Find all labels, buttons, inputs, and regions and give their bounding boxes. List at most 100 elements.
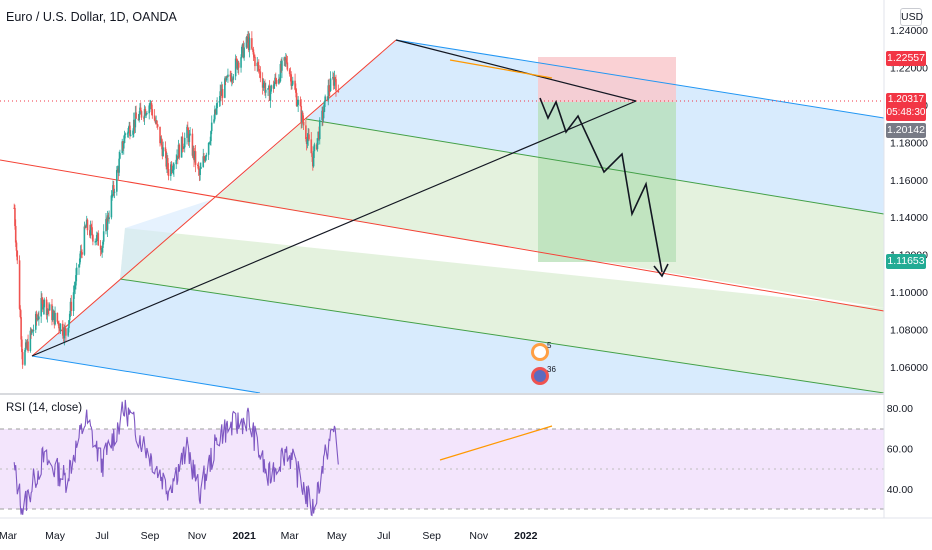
event-marker-bottom-label: 36 — [547, 365, 556, 374]
symbol-title[interactable]: Euro / U.S. Dollar, 1D, OANDA — [6, 10, 177, 24]
candle-body — [122, 143, 125, 149]
candle-body — [48, 304, 51, 311]
previous-close-tag: 1.20142 — [886, 123, 926, 138]
candle-body — [334, 77, 337, 80]
candle-body — [54, 312, 56, 325]
candle-body — [194, 151, 197, 165]
candle-body — [59, 323, 62, 331]
time-axis-tick: 2021 — [232, 530, 256, 542]
candle-body — [47, 308, 49, 310]
candle-body — [291, 80, 294, 85]
candle-body — [65, 328, 67, 336]
candle-body — [42, 307, 45, 310]
candle-body — [241, 46, 243, 58]
candle-body — [203, 156, 205, 159]
rsi-axis-tick: 80.00 — [887, 403, 913, 415]
candle-body — [175, 159, 178, 165]
time-axis-tick: May — [327, 530, 348, 542]
pitchfork-lower-line — [31, 355, 261, 393]
candle-body — [288, 69, 291, 75]
candle-body — [310, 139, 313, 154]
event-markers[interactable]: 5 36 — [531, 341, 556, 385]
candle-body — [204, 156, 207, 162]
time-axis-tick: Jul — [377, 530, 390, 542]
candle-body — [235, 58, 238, 60]
candle-body — [108, 217, 110, 220]
stop-loss-zone[interactable] — [538, 57, 676, 102]
candle-body — [173, 164, 175, 170]
candle-body — [46, 308, 49, 316]
candle-body — [35, 313, 38, 320]
candle-body — [328, 85, 330, 91]
take-profit-zone[interactable] — [538, 102, 676, 262]
candle-body — [213, 119, 215, 123]
candle-body — [229, 74, 232, 77]
candle-body — [216, 102, 218, 109]
candle-body — [237, 62, 240, 68]
target-price-tag: 1.11653 — [886, 254, 926, 269]
candle-body — [301, 112, 304, 122]
candle-body — [153, 115, 156, 121]
candle-body — [264, 89, 267, 93]
candle-body — [73, 288, 76, 293]
candle-body — [85, 226, 87, 228]
candle-body — [210, 122, 213, 132]
candle-body — [323, 101, 326, 112]
rsi-pane[interactable] — [0, 399, 884, 517]
candle-body — [145, 113, 147, 116]
candle-body — [225, 76, 228, 81]
current-price-value: 1.20317 — [887, 94, 925, 105]
pitchfork-lower-inner-zone — [120, 228, 884, 393]
pitchfork-drawing[interactable] — [0, 39, 884, 393]
candle-body — [186, 126, 188, 138]
candle-body — [91, 227, 93, 236]
candle-body — [264, 83, 266, 93]
candle-body — [64, 327, 66, 329]
candle-body — [92, 235, 94, 242]
candle-body — [312, 151, 315, 167]
candle-body — [99, 245, 102, 250]
price-axis-tick: 1.16000 — [890, 175, 928, 187]
candle-body — [172, 169, 174, 171]
candle-body — [80, 251, 83, 253]
candle-body — [183, 147, 185, 149]
time-axis-tick: Mar — [0, 530, 18, 542]
rsi-axis-tick: 40.00 — [887, 484, 913, 496]
candle-body — [269, 91, 272, 101]
time-axis-tick: May — [45, 530, 66, 542]
candle-body — [118, 158, 120, 173]
candle-body — [132, 130, 134, 135]
candle-body — [86, 219, 89, 231]
candle-body — [102, 241, 104, 248]
currency-button[interactable]: USD — [900, 8, 923, 26]
candlestick-series — [13, 30, 340, 369]
candle-body — [107, 215, 110, 220]
time-axis[interactable]: Mar May Jul Sep Nov 2021 Mar May Jul Sep Nov 2022 — [0, 530, 538, 542]
candle-body — [295, 89, 297, 93]
candle-body — [14, 208, 16, 226]
candle-body — [102, 231, 105, 242]
price-axis[interactable]: 1.240001.220001.200001.180001.160001.140… — [890, 25, 928, 374]
pitchfork-median-line — [0, 159, 884, 312]
candle-body — [95, 234, 98, 242]
candle-body — [143, 117, 145, 119]
candle-body — [199, 168, 201, 175]
resistance-line-orange — [449, 59, 553, 79]
candle-body — [230, 79, 233, 82]
rsi-title[interactable]: RSI (14, close) — [6, 402, 83, 414]
price-axis-tick: 1.18000 — [890, 137, 928, 149]
candle-body — [45, 299, 48, 316]
candle-body — [57, 321, 59, 323]
candle-body — [329, 78, 332, 92]
candle-body — [219, 91, 222, 101]
candle-body — [313, 144, 316, 152]
candle-body — [205, 154, 208, 157]
rsi-axis[interactable]: 80.00 60.00 40.00 — [887, 403, 913, 496]
candle-body — [51, 304, 53, 321]
stop-price-tag: 1.22557 — [886, 51, 926, 66]
candle-body — [215, 108, 218, 114]
candle-body — [41, 298, 43, 300]
candle-body — [258, 70, 261, 72]
candle-body — [18, 260, 21, 309]
